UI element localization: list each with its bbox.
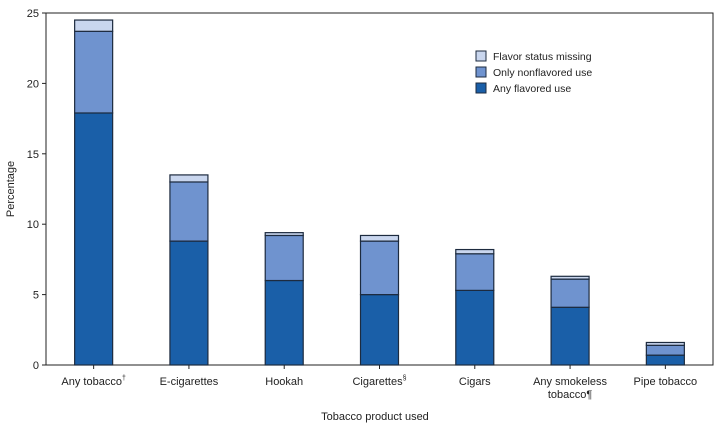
bar-segment bbox=[645, 341, 685, 346]
bar-segment bbox=[645, 354, 685, 366]
legend-swatch bbox=[475, 82, 487, 94]
y-tick-label: 25 bbox=[27, 8, 39, 20]
x-tick-label: Cigarettes§ bbox=[352, 375, 406, 388]
bar-segment bbox=[359, 240, 400, 296]
x-tick-label: Any tobacco† bbox=[61, 375, 126, 388]
bar-segment bbox=[264, 279, 304, 366]
bar-segment bbox=[455, 253, 495, 291]
y-tick-label: 15 bbox=[27, 149, 39, 161]
bar-segment bbox=[645, 344, 685, 356]
legend: Flavor status missing Only nonflavored us… bbox=[475, 50, 592, 95]
x-tick-label: Any smokeless bbox=[533, 376, 607, 388]
x-axis-title: Tobacco product used bbox=[321, 411, 429, 423]
y-tick-label: 10 bbox=[27, 219, 39, 231]
bar-segment bbox=[550, 275, 590, 280]
bar-segment bbox=[74, 19, 114, 32]
bar-segment bbox=[455, 289, 495, 366]
y-axis-title: Percentage bbox=[5, 161, 17, 217]
bar-segment bbox=[550, 306, 590, 366]
y-tick-label: 20 bbox=[27, 78, 39, 90]
x-tick-label: Cigars bbox=[459, 376, 491, 388]
x-tick-label: Hookah bbox=[265, 376, 303, 388]
y-tick-label: 5 bbox=[33, 290, 39, 302]
bar-segment bbox=[74, 30, 114, 114]
bar-segment bbox=[169, 174, 209, 183]
bar-segment bbox=[455, 248, 495, 255]
legend-label: Only nonflavored use bbox=[493, 67, 592, 79]
legend-label: Any flavored use bbox=[493, 83, 571, 95]
legend-label: Flavor status missing bbox=[493, 51, 592, 63]
bar-segment bbox=[169, 181, 209, 242]
y-tick-label: 0 bbox=[33, 360, 39, 372]
bar-segment bbox=[74, 112, 114, 366]
bar-segment bbox=[359, 234, 400, 242]
x-tick-label: E-cigarettes bbox=[160, 376, 219, 388]
x-tick-label-line2: tobacco¶ bbox=[548, 389, 593, 401]
bar-segment bbox=[264, 234, 304, 282]
bar-segment bbox=[169, 240, 209, 366]
bar-segment bbox=[550, 278, 590, 308]
legend-swatch bbox=[475, 50, 487, 62]
x-tick-label: Pipe tobacco bbox=[634, 376, 698, 388]
bar-segment bbox=[359, 294, 400, 366]
legend-swatch bbox=[475, 66, 487, 78]
bar-segment bbox=[264, 232, 304, 237]
